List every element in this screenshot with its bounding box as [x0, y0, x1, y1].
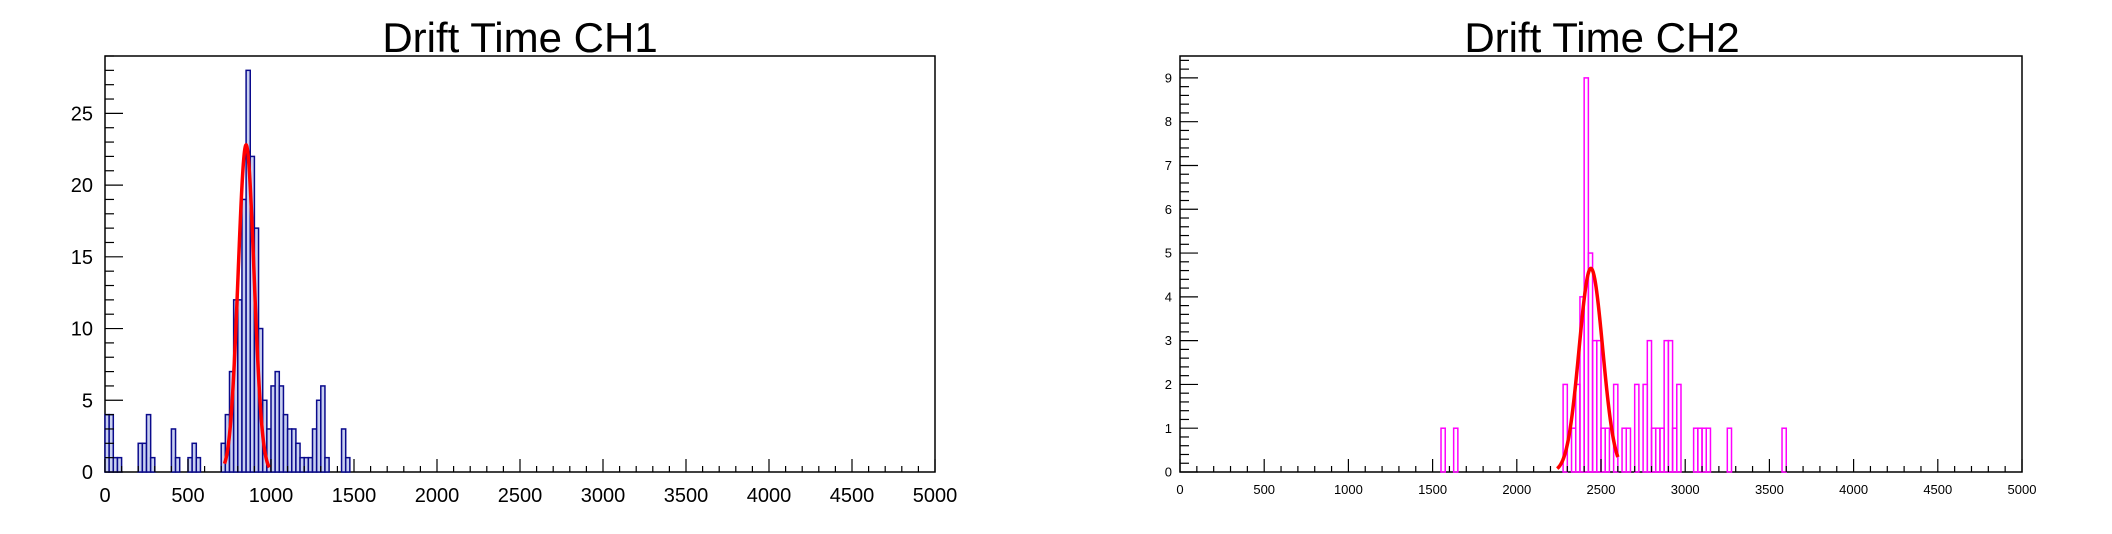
x-tick-label: 4000 [1839, 482, 1868, 497]
histogram-bin [1781, 427, 1787, 473]
x-tick-label: 500 [171, 485, 204, 507]
histogram-bin [1705, 427, 1712, 473]
histogram-bin [340, 428, 347, 473]
histogram-bin [145, 413, 152, 473]
histogram-bin [320, 385, 326, 473]
y-tick-label: 0 [1165, 465, 1172, 480]
y-tick-label: 7 [1165, 158, 1172, 173]
x-tick-label: 0 [1176, 482, 1183, 497]
y-tick-label: 3 [1165, 333, 1172, 348]
histogram-bin [1452, 427, 1459, 473]
histogram-bin [195, 456, 202, 473]
gaussian-fit-curve [222, 143, 271, 469]
histogram-bin [1726, 427, 1733, 473]
y-tick-label: 8 [1165, 114, 1172, 129]
x-tick-label: 2000 [1502, 482, 1531, 497]
chart-panel-ch2: 0 500 1000 1500 2000 2500 3000 3500 4000 4500 5000… [1165, 14, 2037, 497]
x-tick-label: 1500 [332, 485, 377, 507]
x-tick-label: 1000 [1334, 482, 1363, 497]
histogram-bin [1562, 383, 1569, 473]
chart-title: Drift Time CH1 [382, 14, 657, 61]
histogram-bin [1646, 339, 1653, 473]
x-tick-label: 1500 [1418, 482, 1447, 497]
x-tick-label: 3000 [581, 485, 626, 507]
y-tick-label: 9 [1165, 70, 1172, 85]
histogram-bin [116, 456, 123, 473]
histogram-bin [1633, 383, 1640, 473]
x-tick-label: 3500 [664, 485, 709, 507]
histogram-bin [1612, 383, 1619, 473]
x-tick-label: 2500 [498, 485, 543, 507]
histogram-bin [1625, 427, 1632, 473]
histogram-bin [324, 456, 330, 473]
y-tick-label: 0 [82, 462, 93, 484]
chart-panel-ch1: 0 500 1000 1500 2000 2500 3000 3500 4000 4500 5000… [71, 14, 958, 507]
x-tick-label: 4500 [1923, 482, 1952, 497]
x-tick-label: 0 [99, 485, 110, 507]
x-tick-label: 1000 [249, 485, 294, 507]
y-tick-label: 4 [1165, 289, 1172, 304]
histogram-bin [1667, 339, 1674, 473]
x-tick-label: 4000 [747, 485, 792, 507]
x-tick-label: 500 [1253, 482, 1275, 497]
x-tick-label: 5000 [2008, 482, 2037, 497]
histogram-bin [170, 428, 177, 473]
x-tick-label: 3000 [1671, 482, 1700, 497]
y-tick-label: 5 [82, 390, 93, 412]
y-tick-label: 15 [71, 247, 93, 269]
histogram-bin [174, 456, 181, 473]
histogram-bin [149, 456, 156, 473]
histogram-bin [1676, 383, 1682, 473]
x-tick-label: 4500 [830, 485, 875, 507]
y-tick-label: 6 [1165, 202, 1172, 217]
histogram-bin [1596, 339, 1602, 473]
histogram-bin [1604, 427, 1611, 473]
y-tick-label: 25 [71, 103, 93, 125]
y-tick-label: 2 [1165, 377, 1172, 392]
x-tick-label: 2500 [1587, 482, 1616, 497]
x-tick-label: 3500 [1755, 482, 1784, 497]
y-tick-label: 5 [1165, 246, 1172, 261]
chart-title: Drift Time CH2 [1464, 14, 1739, 61]
x-tick-label: 5000 [913, 485, 958, 507]
histogram-bin [344, 456, 351, 473]
histogram-bin [1440, 427, 1446, 473]
gaussian-fit-curve [1556, 266, 1620, 470]
y-tick-label: 10 [71, 319, 93, 341]
x-tick-label: 2000 [415, 485, 460, 507]
y-tick-label: 1 [1165, 421, 1172, 436]
y-tick-label: 20 [71, 175, 93, 197]
